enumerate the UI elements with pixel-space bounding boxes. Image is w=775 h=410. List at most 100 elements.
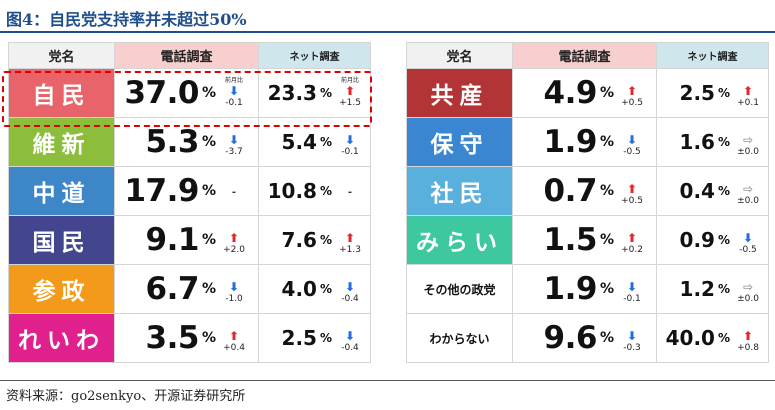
header-net: ネット調査 [258,42,371,69]
party-name: みらい [406,215,513,265]
party-name: わからない [406,313,513,363]
phone-change-value: -0.5 [623,147,641,157]
phone-cell-inner: 1.5% ⬆ +0.2 [513,216,656,264]
phone-value: 37.0 [124,75,199,111]
arrow-down-icon: ⬇ [344,133,356,147]
figure-title: 图4：自民党支持率并未超过50% [6,10,247,29]
arrow-up-icon: ⬆ [626,182,638,196]
phone-cell-inner: 1.9% ⬇ -0.1 [513,265,656,313]
percent-unit: % [599,134,614,150]
phone-change: - [220,181,248,202]
party-name: 共産 [406,68,513,118]
phone-cell: 5.3% ⬇ -3.7 [114,117,259,167]
phone-value: 1.9 [543,271,598,307]
net-cell-inner: 4.0% ⬇ -0.4 [259,265,370,313]
arrow-up-icon: ⬆ [742,329,754,343]
table-row: その他の政党 1.9% ⬇ -0.1 1.2% ⇨ ±0.0 [406,264,769,314]
net-value: 4.0 [281,277,317,301]
arrow-dash-icon: - [231,186,237,198]
table-row: 保守 1.9% ⬇ -0.5 1.6% ⇨ ±0.0 [406,117,769,167]
percent-unit: % [319,282,332,296]
net-change: ⬇ -0.4 [336,274,364,304]
arrow-up-icon: ⬆ [626,84,638,98]
net-value: 1.2 [679,277,715,301]
phone-change-value: +0.5 [621,98,643,108]
arrow-dash-icon: - [347,186,353,198]
phone-change: 前月比 ⬇ -0.1 [220,78,248,108]
party-name: 自民 [8,68,115,118]
net-cell-inner: 5.4% ⬇ -0.1 [259,118,370,166]
net-change-value: +1.3 [339,245,361,255]
percent-unit: % [201,183,216,199]
percent-unit: % [717,233,730,247]
net-change: ⬇ -0.5 [734,225,762,255]
net-value: 1.6 [679,130,715,154]
arrow-down-icon: ⬇ [626,329,638,343]
net-cell: 0.9% ⬇ -0.5 [656,215,769,265]
phone-value: 0.7 [543,173,598,209]
net-cell-inner: 2.5% ⬇ -0.4 [259,314,370,362]
net-cell-inner: 10.8% - [259,167,370,215]
net-cell: 23.3% 前月比 ⬆ +1.5 [258,68,371,118]
percent-unit: % [201,85,216,101]
net-cell: 0.4% ⇨ ±0.0 [656,166,769,216]
net-cell-inner: 2.5% ⬆ +0.1 [657,69,768,117]
party-name: 保守 [406,117,513,167]
net-cell: 10.8% - [258,166,371,216]
net-value: 5.4 [281,130,317,154]
header-phone: 電話調査 [512,42,657,69]
phone-cell-inner: 0.7% ⬆ +0.5 [513,167,656,215]
party-name: 社民 [406,166,513,216]
phone-cell: 6.7% ⬇ -1.0 [114,264,259,314]
net-value: 40.0 [665,326,715,350]
table-row: 自民 37.0% 前月比 ⬇ -0.1 23.3% 前月比 ⬆ +1.5 [8,68,371,118]
table-row: れいわ 3.5% ⬆ +0.4 2.5% ⬇ -0.4 [8,313,371,363]
phone-cell: 3.5% ⬆ +0.4 [114,313,259,363]
header-phone: 電話調査 [114,42,259,69]
percent-unit: % [201,232,216,248]
phone-cell-inner: 1.9% ⬇ -0.5 [513,118,656,166]
percent-unit: % [319,86,332,100]
phone-cell: 0.7% ⬆ +0.5 [512,166,657,216]
phone-change: ⬆ +0.5 [618,176,646,206]
phone-value: 1.5 [543,222,598,258]
net-change-value: ±0.0 [737,294,759,304]
phone-cell-inner: 37.0% 前月比 ⬇ -0.1 [115,69,258,117]
phone-value: 3.5 [145,320,200,356]
net-change: 前月比 ⬆ +1.5 [336,78,364,108]
phone-value: 17.9 [124,173,199,209]
arrow-flat-icon: ⇨ [742,280,754,294]
net-value: 7.6 [281,228,317,252]
arrow-up-icon: ⬆ [344,231,356,245]
percent-unit: % [599,232,614,248]
party-name: その他の政党 [406,264,513,314]
percent-unit: % [599,183,614,199]
phone-change: ⬇ -0.5 [618,127,646,157]
phone-change-value: -1.0 [225,294,243,304]
net-change-value: -0.4 [341,343,359,353]
net-change: ⬇ -0.4 [336,323,364,353]
net-change-value: -0.4 [341,294,359,304]
phone-change-value: -0.1 [225,98,243,108]
phone-value: 9.6 [543,320,598,356]
arrow-down-icon: ⬇ [626,280,638,294]
net-change: ⬆ +0.8 [734,323,762,353]
percent-unit: % [201,134,216,150]
arrow-down-icon: ⬇ [344,280,356,294]
change-label: 前月比 [340,77,359,84]
arrow-up-icon: ⬆ [344,84,356,98]
percent-unit: % [717,86,730,100]
header-party: 党名 [406,42,513,69]
net-cell-inner: 23.3% 前月比 ⬆ +1.5 [259,69,370,117]
party-name: 国民 [8,215,115,265]
poll-table-right: 党名 電話調査 ネット調査 共産 4.9% ⬆ +0.5 2.5% ⬆ +0.1 保守 1.9%… [406,42,769,363]
arrow-flat-icon: ⇨ [742,133,754,147]
phone-value: 4.9 [543,75,598,111]
percent-unit: % [599,330,614,346]
net-change: ⬆ +0.1 [734,78,762,108]
net-change: ⬇ -0.1 [336,127,364,157]
net-value: 10.8 [267,179,317,203]
party-name: れいわ [8,313,115,363]
header-party: 党名 [8,42,115,69]
percent-unit: % [717,135,730,149]
